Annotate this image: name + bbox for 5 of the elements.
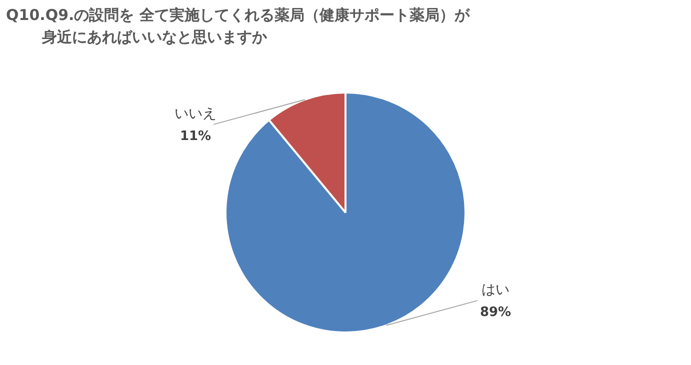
chart-title: Q10.Q9.の設問を 全て実施してくれる薬局（健康サポート薬局）が身近にあればいいなと思いますか: [6, 5, 471, 48]
slice-label: いいえ: [174, 106, 216, 122]
data-label: 11%: [180, 128, 212, 144]
slice-label: はい: [482, 282, 510, 298]
data-label: 89%: [480, 304, 512, 320]
